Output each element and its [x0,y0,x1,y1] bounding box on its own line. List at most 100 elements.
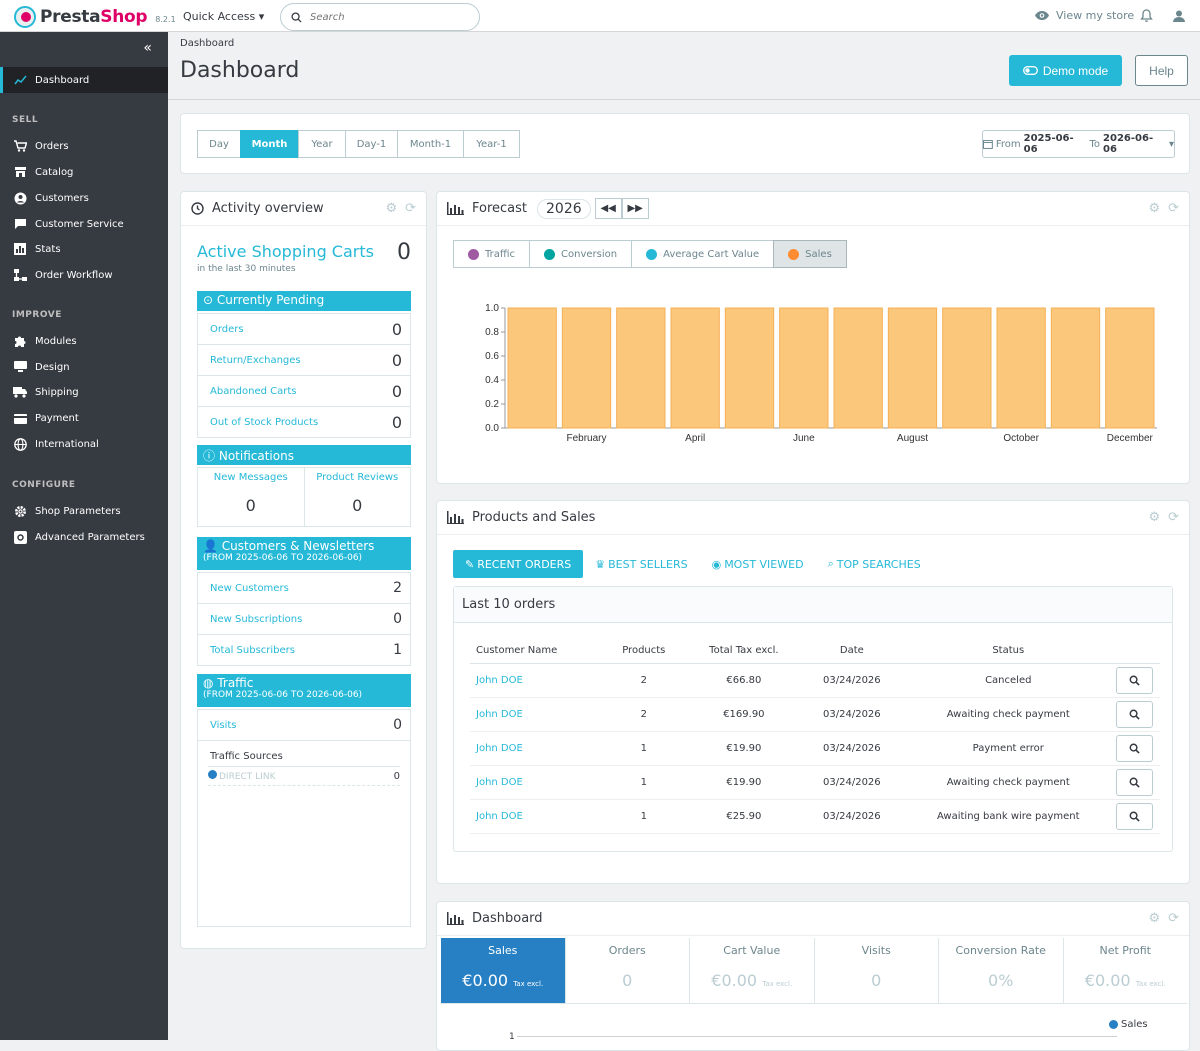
customer-link[interactable]: John DOE [470,731,597,766]
next-year-button[interactable]: ▶▶ [621,198,649,219]
products-sales-header: Products and Sales ⚙ ⟳ [437,501,1189,535]
table-row: John DOE 2 €66.80 03/24/2026 Canceled [470,663,1160,698]
quick-access-menu[interactable]: Quick Access ▾ [183,10,265,23]
previous-year-button[interactable]: ◀◀ [594,198,622,219]
configure-gear-icon[interactable]: ⚙ [385,201,398,216]
sidebar-item-stats[interactable]: Stats [12,243,61,255]
period-day-minus-one-button[interactable]: Day-1 [345,130,398,158]
refresh-icon[interactable]: ⟳ [405,201,416,216]
sidebar-item-design[interactable]: Design [12,361,70,373]
sidebar-item-shipping[interactable]: Shipping [12,387,79,398]
clock-icon [191,202,204,215]
kpi-net-profit[interactable]: Net Profit €0.00 Tax excl. [1084,944,1166,990]
sidebar-item-advanced-parameters[interactable]: Advanced Parameters [12,531,145,544]
cell-date: 03/24/2026 [796,765,908,800]
tab-conversion[interactable]: Conversion [529,240,633,268]
kpi-sales[interactable]: Sales €0.00 Tax excl. [441,938,566,1003]
refresh-icon[interactable]: ⟳ [1168,201,1179,216]
tab-average-cart-value[interactable]: Average Cart Value [631,240,775,268]
configure-gear-icon[interactable]: ⚙ [1148,510,1161,525]
customers-row[interactable]: New Customers 2 [198,572,410,603]
sales-dot [788,248,800,260]
header-divider [168,99,1200,100]
eye-icon [1035,11,1049,20]
view-store-link[interactable]: View my store [1034,9,1134,22]
refresh-icon[interactable]: ⟳ [1168,510,1179,525]
calendar-icon [983,140,993,149]
sidebar-item-orders[interactable]: Orders [12,140,69,152]
period-month-minus-one-button[interactable]: Month-1 [397,130,464,158]
sidebar-item-customer-service[interactable]: Customer Service [12,218,124,230]
period-month-button[interactable]: Month [240,130,299,158]
sidebar-item-modules[interactable]: Modules [12,335,77,348]
globe-icon: ◍ [203,676,214,690]
sidebar-item-dashboard[interactable]: Dashboard [0,67,168,93]
customers-row[interactable]: Total Subscribers 1 [198,634,410,665]
sidebar-item-payment[interactable]: Payment [12,413,79,424]
product-reviews[interactable]: Product Reviews 0 [316,472,399,515]
notifications-bell-icon[interactable] [1140,9,1153,26]
tab-recent-orders[interactable]: ✎ RECENT ORDERS [453,550,584,578]
cell-date: 03/24/2026 [796,663,908,698]
prestashop-logo[interactable]: PrestaShop 8.2.1 [14,6,176,28]
search-box[interactable] [280,3,480,31]
user-profile-icon[interactable] [1172,9,1186,26]
customer-link[interactable]: John DOE [470,663,597,698]
kpi-visits[interactable]: Visits 0 [815,938,939,1003]
period-year-button[interactable]: Year [298,130,346,158]
tab-traffic[interactable]: Traffic [453,240,531,268]
sidebar-item-order-workflow[interactable]: Order Workflow [12,269,113,281]
desktop-icon [12,361,28,373]
view-order-button[interactable] [1116,700,1154,728]
customer-link[interactable]: John DOE [470,765,597,800]
tab-sales[interactable]: Sales [773,240,847,268]
cell-total: €66.80 [691,663,797,698]
collapse-sidebar-icon[interactable]: « [143,40,152,56]
view-order-button[interactable] [1116,734,1154,762]
sidebar-item-international[interactable]: International [12,438,99,451]
period-day-button[interactable]: Day [197,130,241,158]
user-icon: 👤 [203,539,218,553]
tab-top-searches[interactable]: ⌕ TOP SEARCHES [827,557,921,571]
search-icon [1129,709,1140,720]
period-year-minus-one-button[interactable]: Year-1 [463,130,520,158]
tab-most-viewed[interactable]: ◉ MOST VIEWED [711,557,804,571]
kpi-cart-value[interactable]: Cart Value €0.00 Tax excl. [690,938,815,1003]
sidebar-item-shop-parameters[interactable]: Shop Parameters [12,505,121,518]
demo-mode-button[interactable]: Demo mode [1009,55,1122,86]
sidebar-item-customers[interactable]: Customers [12,192,89,205]
pending-row[interactable]: Abandoned Carts 0 [198,375,410,406]
kpi-conversion-rate[interactable]: Conversion Rate 0% [939,938,1064,1003]
search-icon: ⌕ [827,557,834,570]
refresh-icon[interactable]: ⟳ [1168,911,1179,926]
customer-link[interactable]: John DOE [470,799,597,834]
chart-legend[interactable]: Sales [1109,1019,1148,1030]
pending-row[interactable]: Return/Exchanges 0 [198,344,410,375]
view-order-button[interactable] [1116,666,1154,694]
view-order-button[interactable] [1116,768,1154,796]
clock-icon: ⊙ [203,293,214,307]
pending-list: Orders 0 Return/Exchanges 0 Abandoned Cart… [197,313,411,438]
products-sales-title: Products and Sales [472,510,596,525]
pending-row[interactable]: Out of Stock Products 0 [198,406,410,437]
customer-link[interactable]: John DOE [470,697,597,732]
traffic-header: ◍ Traffic (FROM 2025-06-06 TO 2026-06-06) [197,674,411,707]
view-order-button[interactable] [1116,802,1154,830]
date-range-picker[interactable]: From 2025-06-06 To 2026-06-06 ▾ [982,130,1175,158]
tab-best-sellers[interactable]: ♛ BEST SELLERS [595,557,688,571]
pending-row[interactable]: Orders 0 [198,313,410,344]
y-tick-label: 0.2 [485,399,499,410]
visits-row[interactable]: Visits 0 [198,709,410,740]
customers-row[interactable]: New Subscriptions 0 [198,603,410,634]
breadcrumb[interactable]: Dashboard [180,38,235,49]
new-messages[interactable]: New Messages 0 [198,468,305,526]
search-icon [1129,675,1140,686]
search-input[interactable] [310,11,460,23]
sidebar-item-catalog[interactable]: Catalog [12,166,73,178]
configure-gear-icon[interactable]: ⚙ [1148,911,1161,926]
notifications-header: ⓘ Notifications [197,445,411,465]
configure-gear-icon[interactable]: ⚙ [1148,201,1161,216]
help-button[interactable]: Help [1135,55,1188,86]
kpi-orders[interactable]: Orders 0 [566,938,690,1003]
trophy-icon: ♛ [595,557,606,571]
